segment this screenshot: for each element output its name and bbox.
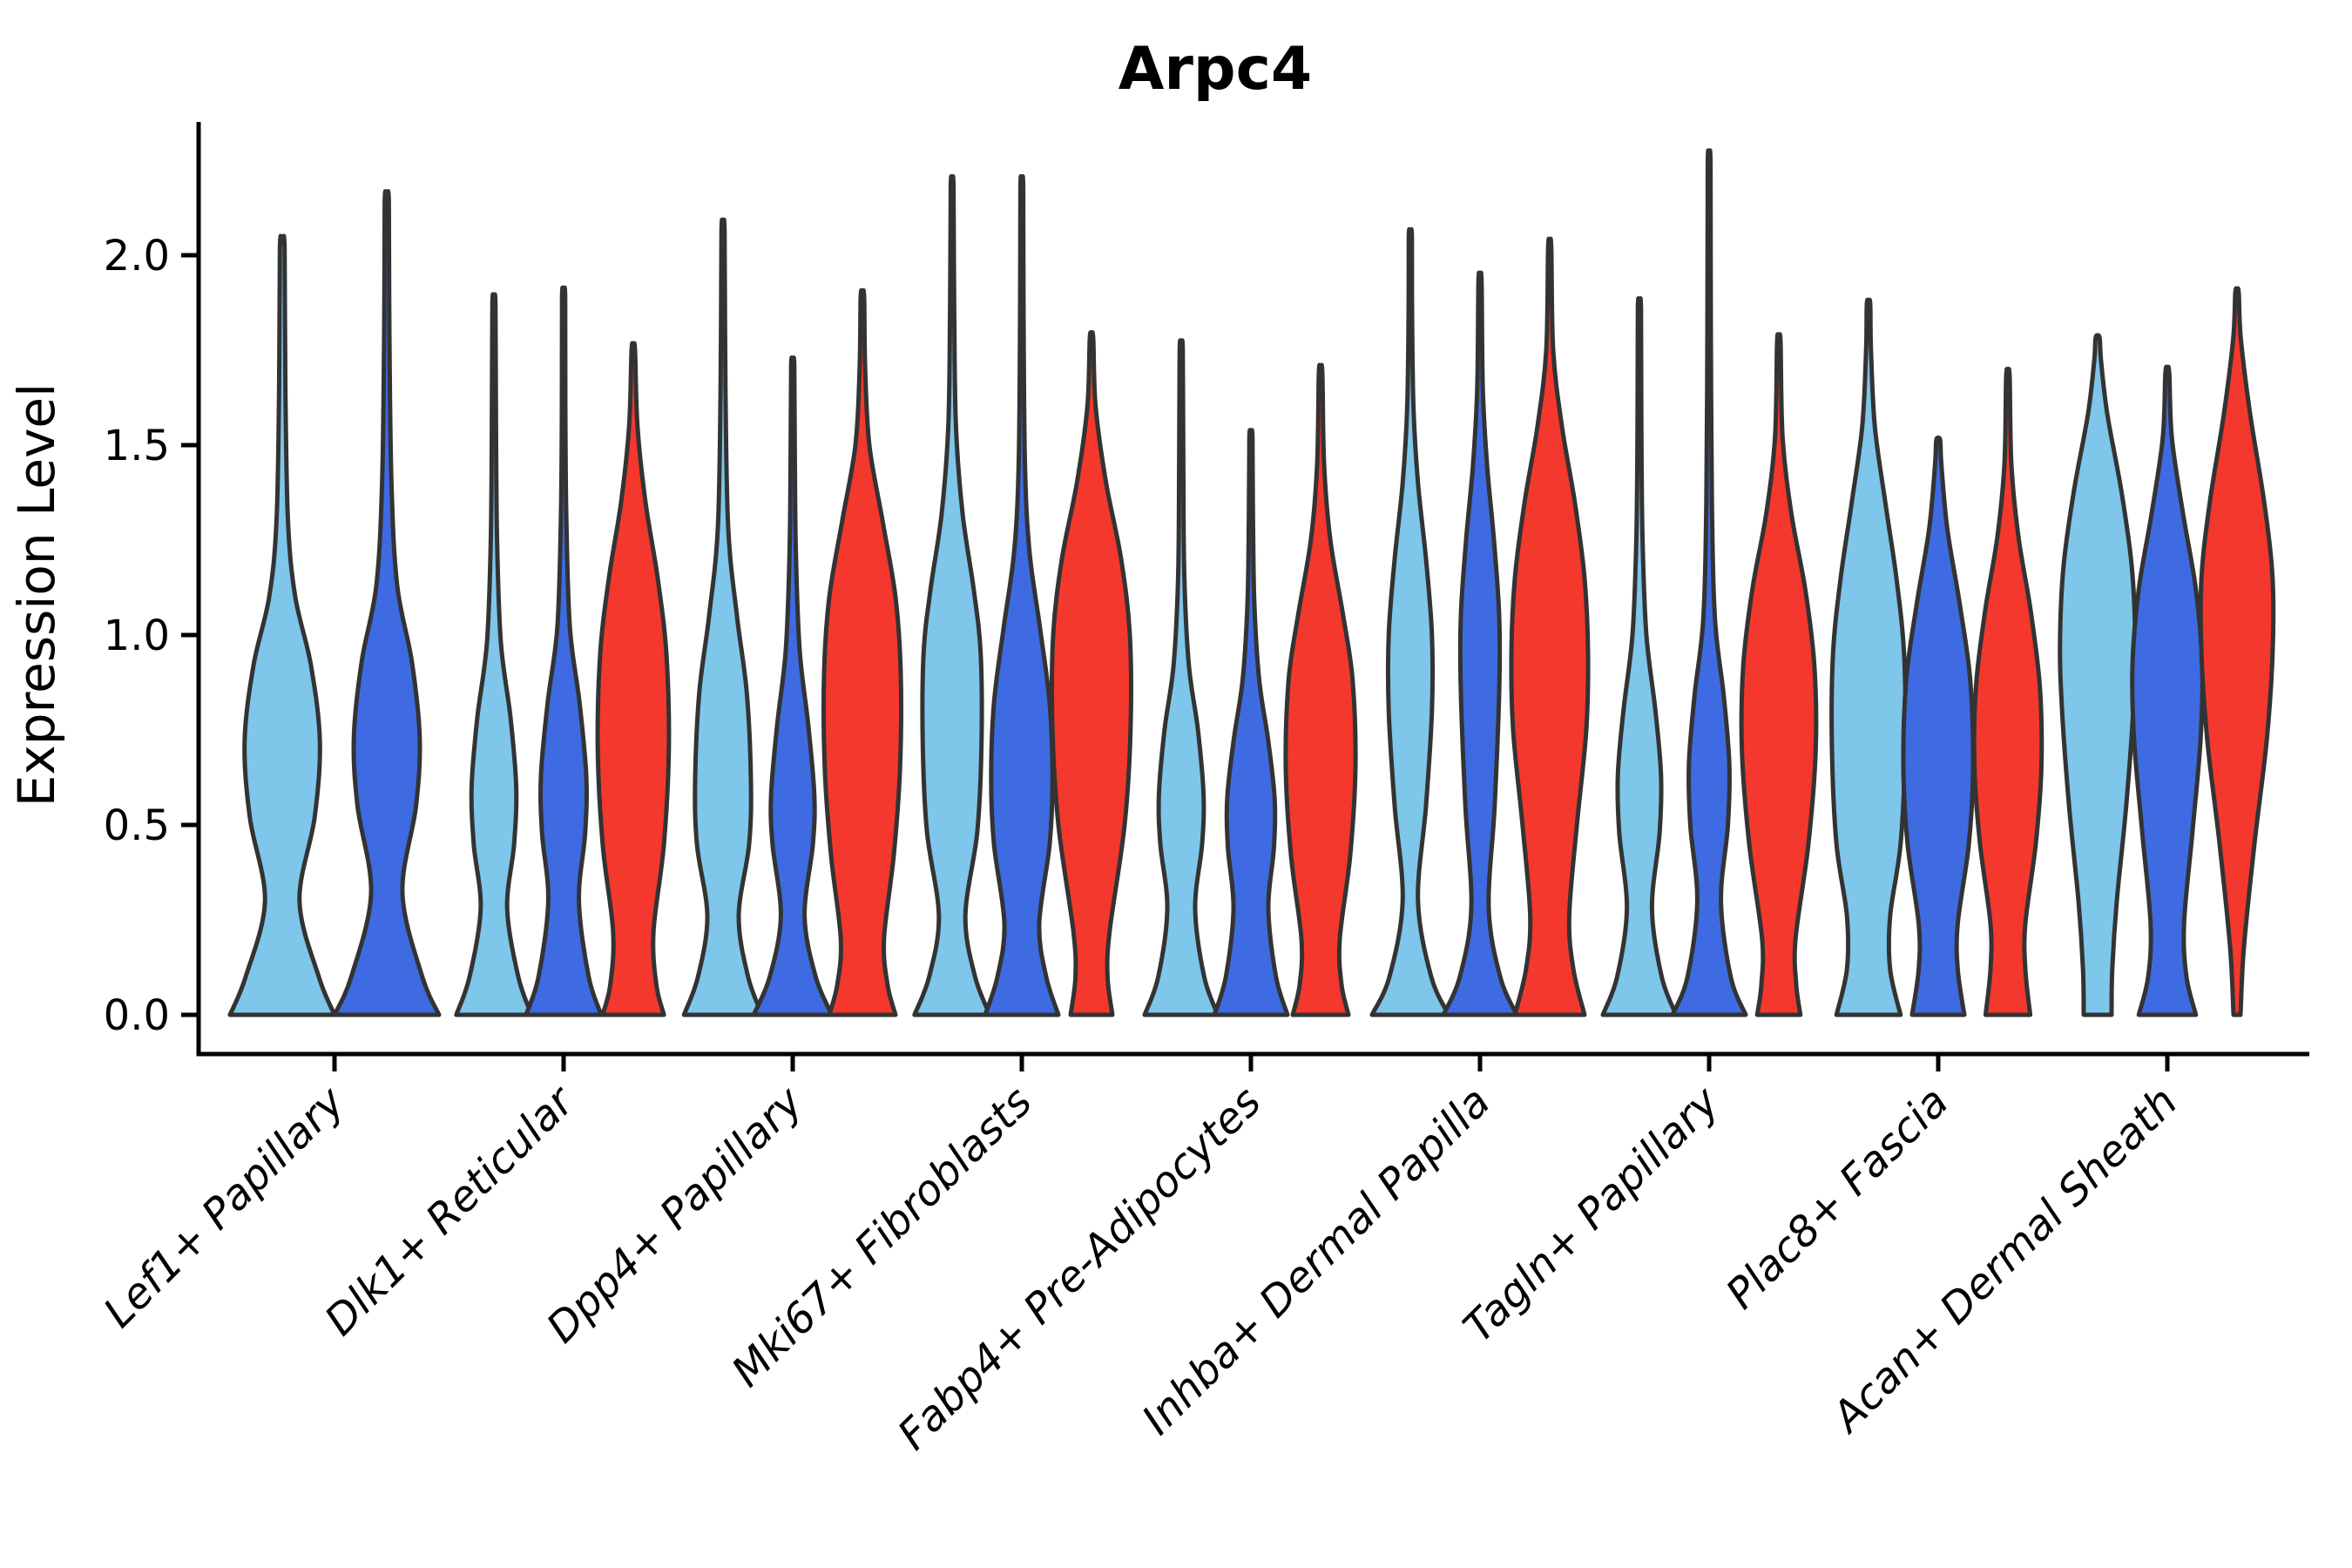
violin-mki67-fibroblasts-dark_blue — [983, 173, 1061, 1017]
x-tick-label-plac8-fascia: Plac8+ Fascia — [1717, 1078, 1958, 1319]
violin-lef1-papillary-light_blue — [227, 233, 337, 1017]
violin-plac8-fascia-dark_blue — [1901, 436, 1976, 1017]
y-tick-label: 1.0 — [104, 612, 170, 660]
y-tick-label: 1.5 — [104, 422, 170, 470]
violin-tagln-papillary-dark_blue — [1670, 148, 1748, 1017]
violin-dpp4-papillary-red — [821, 287, 903, 1017]
x-tick-label-tagln-papillary: Tagln+ Papillary — [1454, 1077, 1729, 1352]
violin-dpp4-papillary-light_blue — [681, 217, 765, 1017]
violin-tagln-papillary-red — [1739, 332, 1819, 1017]
violin-dlk1-reticular-red — [595, 341, 672, 1017]
violin-inhba-dermal-papilla-dark_blue — [1441, 270, 1519, 1017]
violin-mki67-fibroblasts-light_blue — [912, 173, 992, 1017]
violin-dlk1-reticular-light_blue — [454, 292, 534, 1017]
violin-mki67-fibroblasts-red — [1050, 330, 1133, 1017]
y-tick-label: 2.0 — [104, 232, 170, 280]
violin-fabp4-pre-adipocytes-light_blue — [1142, 338, 1220, 1017]
violin-tagln-papillary-light_blue — [1600, 296, 1679, 1017]
violin-dpp4-papillary-dark_blue — [751, 355, 835, 1017]
violin-acan-dermal-sheath-red — [2198, 286, 2276, 1017]
x-tick-label-dpp4-papillary: Dpp4+ Papillary — [537, 1077, 813, 1352]
x-tick-label-fabp4-pre-adipocytes: Fabp4+ Pre-Adipocytes — [889, 1078, 1271, 1460]
y-axis-label: Expression Level — [7, 383, 66, 807]
violin-dlk1-reticular-dark_blue — [524, 285, 604, 1017]
violin-plac8-fascia-red — [1971, 367, 2044, 1017]
violin-inhba-dermal-papilla-red — [1509, 236, 1591, 1017]
x-tick-label-lef1-papillary: Lef1+ Papillary — [94, 1077, 355, 1337]
chart-title: Arpc4 — [1119, 35, 1312, 104]
y-tick-label: 0.5 — [104, 801, 170, 850]
violin-fabp4-pre-adipocytes-red — [1283, 362, 1358, 1017]
violin-acan-dermal-sheath-dark_blue — [2130, 364, 2205, 1017]
violin-plac8-fascia-light_blue — [1829, 297, 1908, 1017]
y-tick-label: 0.0 — [104, 991, 170, 1040]
x-tick-label-dlk1-reticular: Dlk1+ Reticular — [315, 1076, 585, 1346]
violins-layer — [227, 148, 2276, 1017]
violin-inhba-dermal-papilla-light_blue — [1369, 226, 1451, 1017]
violin-acan-dermal-sheath-light_blue — [2058, 333, 2138, 1017]
violin-lef1-papillary-dark_blue — [332, 189, 442, 1017]
axes-layer — [181, 122, 2309, 1071]
violin-fabp4-pre-adipocytes-dark_blue — [1212, 428, 1290, 1017]
